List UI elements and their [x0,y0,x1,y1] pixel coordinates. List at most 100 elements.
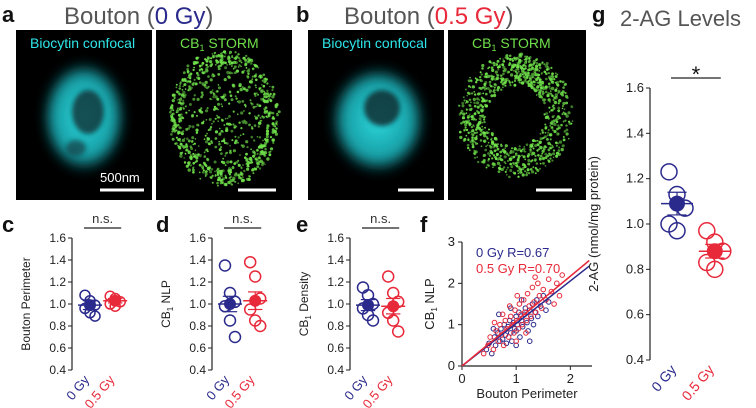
storm-dot [235,160,239,164]
storm-dot [509,169,513,172]
storm-dot [253,92,257,96]
storm-dot [473,131,476,135]
storm-dot [190,157,193,159]
storm-dot [235,69,239,73]
scatter-point [538,305,545,311]
storm-dot [523,163,526,166]
storm-dot [206,58,209,61]
storm-dot [217,84,220,86]
scatter-point [515,326,522,332]
storm-dot [193,111,196,114]
storm-dot [262,84,266,88]
storm-dot [240,172,244,176]
storm-dot [272,115,275,118]
storm-dot [528,65,530,68]
storm-dot [549,87,552,90]
storm-dot [254,94,257,98]
storm-dot [544,156,548,160]
storm-dot [238,57,241,60]
storm-dot [266,92,270,95]
scale-bar-label: 500nm [100,170,140,185]
storm-dot [246,161,250,165]
storm-dot [461,101,465,105]
storm-dot [183,107,185,110]
storm-dot [512,155,516,159]
storm-dot [522,147,526,151]
storm-dot [217,169,221,173]
storm-dot [548,77,551,80]
storm-dot [206,167,211,171]
storm-dot [468,98,472,102]
storm-dot [179,154,183,158]
storm-dot [229,160,233,164]
storm-dot [269,85,271,88]
storm-dot [182,99,185,102]
storm-dot [542,162,545,165]
storm-dot [498,66,501,68]
storm-dot [209,126,213,129]
storm-dot [264,141,268,145]
storm-dot [481,63,485,68]
storm-dot [207,75,210,78]
storm-dot [173,96,176,100]
storm-dot [511,59,514,62]
storm-dot [201,82,205,86]
storm-dot [250,148,253,151]
storm-dot [529,63,533,67]
storm-dot [558,99,562,103]
storm-dot [260,90,264,94]
storm-dot [547,129,550,131]
x-tick-label: 0 [458,371,465,386]
storm-dot [535,58,538,62]
storm-dot [525,171,529,174]
storm-dot [550,66,553,69]
storm-dot [532,139,535,142]
legend-entry: 0.5 Gy R=0.70 [476,261,560,276]
storm-dot [237,182,240,185]
storm-dot [492,166,494,168]
storm-dot [504,144,508,148]
storm-dot [242,164,244,166]
storm-dot [524,57,528,61]
storm-dot [184,88,187,90]
storm-dot [265,100,269,104]
storm-dot [521,167,525,171]
storm-dot [237,53,240,56]
storm-dot [209,90,213,94]
storm-dot [518,53,522,56]
storm-dot [532,87,536,91]
storm-dot [539,132,542,135]
scatter-point [491,319,498,326]
label-biocytin-b: Biocytin confocal [322,35,427,51]
storm-dot [227,59,231,63]
storm-dot [511,147,513,150]
storm-dot [483,134,487,138]
panel-letter-c: c [2,212,14,237]
storm-dot [233,162,236,165]
storm-dot [197,56,200,59]
storm-dot [245,88,249,92]
storm-dot [265,132,269,136]
scatter-point [490,346,497,353]
storm-dot [493,136,497,141]
y-tick-label: 0 [448,358,455,373]
storm-dot [548,85,551,88]
storm-dot [552,152,556,156]
storm-dot [487,164,490,167]
storm-dot [196,128,198,131]
storm-dot [488,91,491,94]
storm-dot [470,131,472,134]
label-storm-a: CB1 STORM [180,35,259,53]
storm-dot [538,157,542,161]
storm-dot [565,114,569,118]
storm-dot [170,104,174,107]
storm-dot [196,153,201,157]
storm-dot [475,135,478,138]
storm-dot [514,70,518,74]
storm-dot [171,107,174,111]
micrograph-a-biocytin: Biocytin confocal 500nm [16,30,152,200]
storm-dot [257,160,261,164]
title-g: 2-AG Levels [620,6,741,31]
storm-dot [486,137,489,140]
storm-dot [263,110,267,114]
